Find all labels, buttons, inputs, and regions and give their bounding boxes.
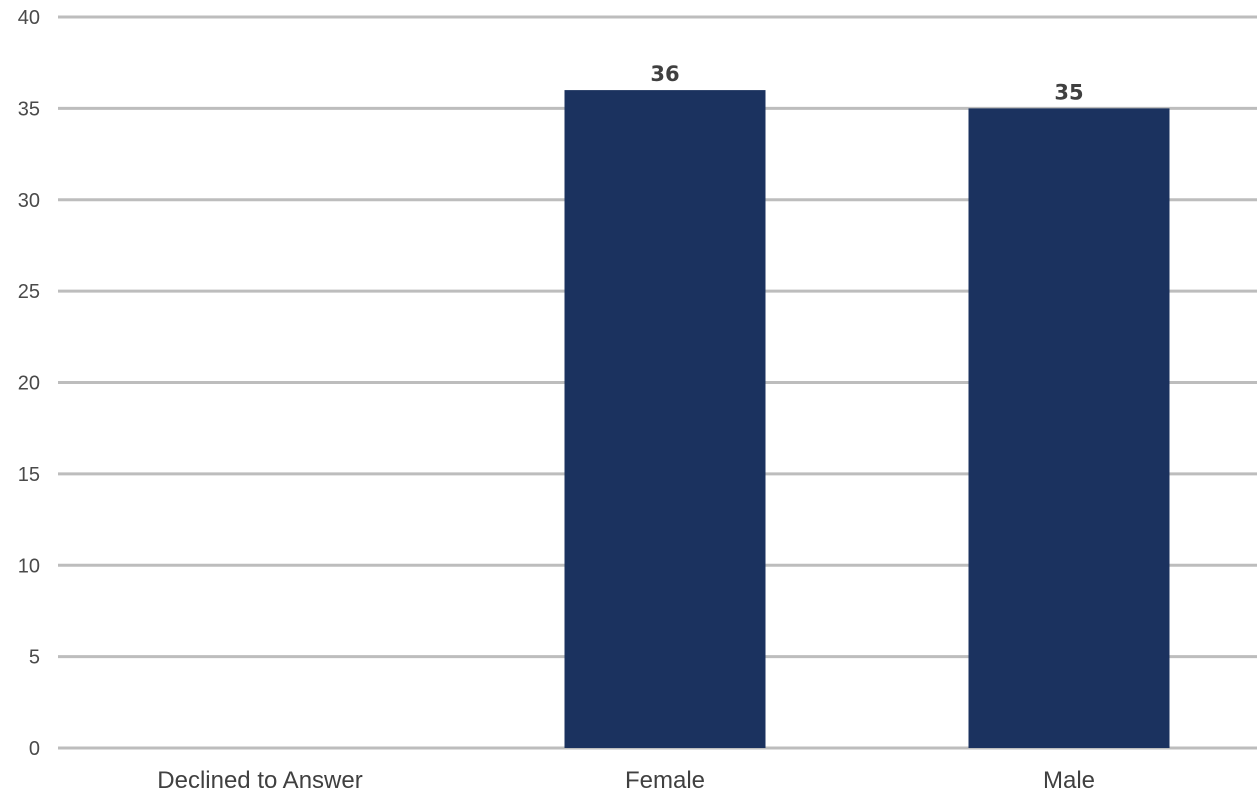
bar-male (968, 108, 1170, 748)
y-tick-label: 5 (29, 647, 40, 669)
data-label: 35 (1054, 80, 1083, 104)
y-tick-label: 15 (18, 464, 40, 486)
bar-female (564, 90, 766, 749)
x-tick-label: Male (1043, 767, 1095, 794)
data-label: 36 (650, 62, 679, 86)
y-tick-label: 0 (29, 738, 40, 760)
y-axis-ticks: 0 5 10 15 20 25 30 35 40 (18, 7, 40, 760)
y-tick-label: 25 (18, 281, 40, 303)
bars (564, 90, 1170, 749)
y-tick-label: 20 (18, 373, 40, 395)
data-labels: 36 35 (650, 62, 1083, 104)
y-tick-label: 35 (18, 98, 40, 120)
x-tick-label: Declined to Answer (157, 767, 362, 794)
x-axis-ticks: Declined to Answer Female Male (157, 767, 1095, 794)
x-tick-label: Female (625, 767, 705, 794)
y-tick-label: 30 (18, 190, 40, 212)
y-tick-label: 10 (18, 555, 40, 577)
y-tick-label: 40 (18, 7, 40, 29)
